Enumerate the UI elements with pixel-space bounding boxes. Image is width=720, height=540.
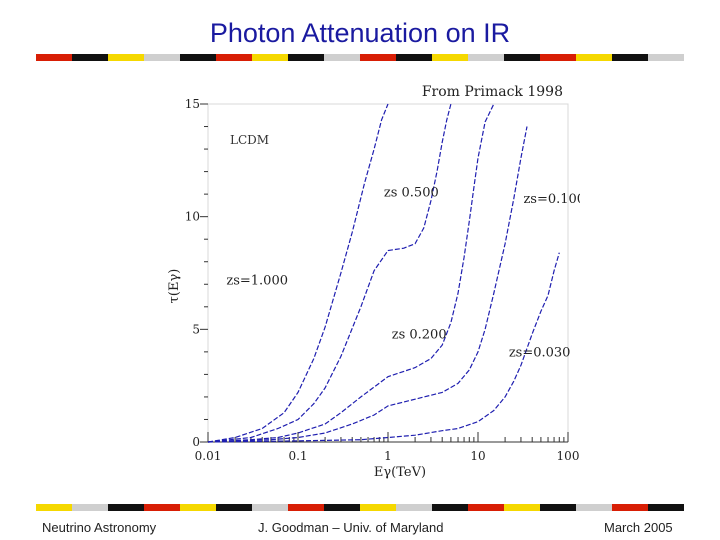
x-tick-label: 10 (470, 449, 485, 463)
stripe-segment (540, 504, 576, 511)
series-lines (207, 103, 560, 443)
y-tick-label: 15 (185, 97, 200, 111)
x-tick-label: 0.1 (288, 449, 307, 463)
stripe-segment (252, 54, 288, 61)
stripe-segment (216, 504, 252, 511)
y-tick-label: 5 (192, 322, 200, 336)
stripe-segment (648, 54, 684, 61)
top-decorative-stripe (36, 54, 684, 61)
stripe-segment (288, 504, 324, 511)
stripe-segment (108, 54, 144, 61)
stripe-segment (324, 54, 360, 61)
y-tick-label: 10 (185, 210, 200, 224)
stripe-segment (324, 504, 360, 511)
stripe-segment (36, 504, 72, 511)
series-label: zs=0.100 (523, 192, 580, 207)
source-note: From Primack 1998 (422, 84, 563, 100)
stripe-segment (576, 504, 612, 511)
footer-author: J. Goodman – Univ. of Maryland (258, 520, 444, 535)
stripe-segment (36, 54, 72, 61)
series-line-zs-0.200 (207, 103, 495, 443)
x-axis-label: Eγ(TeV) (374, 465, 426, 480)
model-label: LCDM (230, 133, 269, 147)
stripe-segment (576, 54, 612, 61)
chart-canvas: From Primack 1998 LCDM Eγ(TeV) τ(Eγ) 0.0… (167, 84, 580, 480)
tick-labels: 0.01 0.1 1 10 100 0 5 10 15 (185, 97, 580, 463)
series-label: zs=1.000 (226, 273, 288, 288)
x-tick-label: 0.01 (195, 449, 222, 463)
stripe-segment (648, 504, 684, 511)
stripe-segment (360, 504, 396, 511)
stripe-segment (252, 504, 288, 511)
stripe-segment (396, 54, 432, 61)
stripe-segment (72, 54, 108, 61)
stripe-segment (72, 504, 108, 511)
attenuation-chart: From Primack 1998 LCDM Eγ(TeV) τ(Eγ) 0.0… (150, 76, 580, 496)
stripe-segment (216, 54, 252, 61)
stripe-segment (612, 54, 648, 61)
footer-course: Neutrino Astronomy (42, 520, 157, 535)
stripe-segment (144, 54, 180, 61)
stripe-segment (432, 504, 468, 511)
slide-title: Photon Attenuation on IR (209, 18, 511, 48)
x-tick-label: 1 (384, 449, 392, 463)
y-tick-label: 0 (192, 435, 200, 449)
series-label: zs 0.200 (392, 327, 447, 342)
bottom-decorative-stripe (36, 504, 684, 511)
footer-date: March 2005 (604, 520, 673, 535)
stripe-segment (108, 504, 144, 511)
stripe-segment (396, 504, 432, 511)
series-label: zs 0.500 (384, 185, 439, 200)
stripe-segment (144, 504, 180, 511)
stripe-segment (180, 504, 216, 511)
series-label: zs=0.030 (509, 345, 571, 360)
series-labels: zs=1.000 zs 0.500 zs 0.200 zs=0.100 zs=0.030 (226, 185, 580, 360)
stripe-segment (432, 54, 468, 61)
series-line-zs-0.030 (207, 252, 560, 443)
y-axis-label: τ(Eγ) (167, 269, 182, 304)
series-line-zs-0.100 (207, 126, 528, 443)
series-line-zs-0.500 (207, 103, 452, 443)
stripe-segment (468, 54, 504, 61)
stripe-segment (504, 54, 540, 61)
stripe-segment (288, 54, 324, 61)
stripe-segment (540, 54, 576, 61)
stripe-segment (360, 54, 396, 61)
stripe-segment (180, 54, 216, 61)
x-tick-label: 100 (557, 449, 580, 463)
stripe-segment (612, 504, 648, 511)
series-line-zs-1.000 (207, 103, 389, 443)
stripe-segment (504, 504, 540, 511)
stripe-segment (468, 504, 504, 511)
